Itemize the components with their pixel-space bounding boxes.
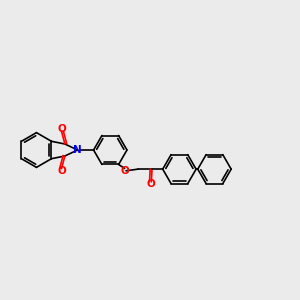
Text: O: O — [57, 124, 66, 134]
Text: N: N — [73, 145, 82, 155]
Text: O: O — [57, 166, 66, 176]
Text: O: O — [147, 179, 156, 189]
Text: O: O — [121, 166, 129, 176]
